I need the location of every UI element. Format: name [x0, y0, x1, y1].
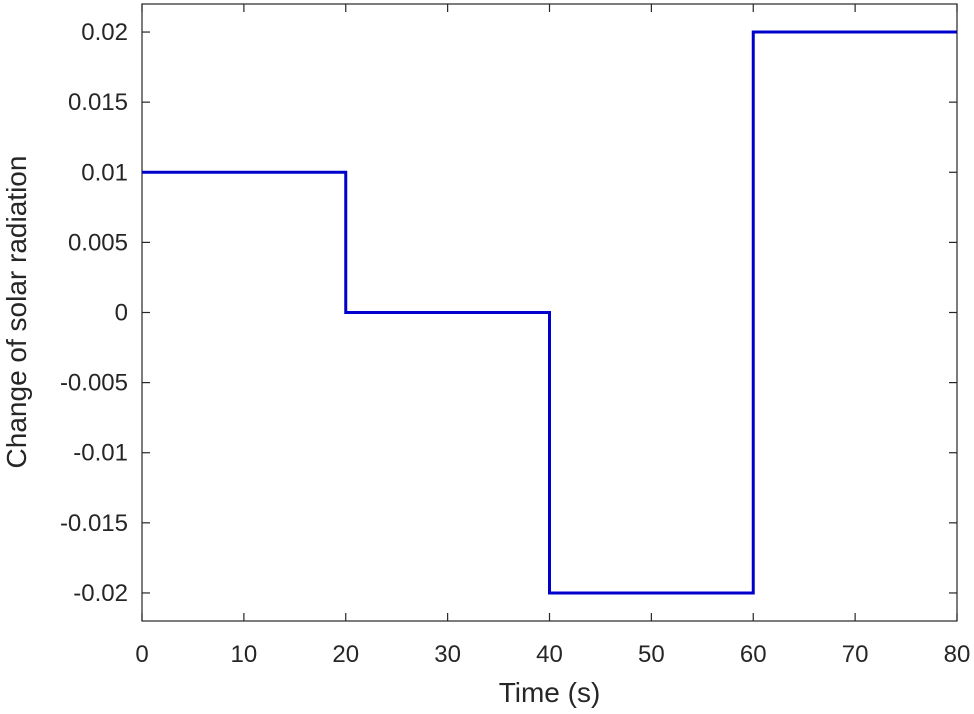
y-tick-label: 0.02 [81, 19, 128, 46]
x-tick-label: 70 [842, 641, 869, 668]
x-tick-label: 10 [231, 641, 258, 668]
y-tick-label: -0.01 [73, 440, 128, 467]
y-tick-label: 0.005 [68, 229, 128, 256]
y-tick-label: 0.01 [81, 159, 128, 186]
x-tick-label: 40 [536, 641, 563, 668]
x-tick-label: 20 [332, 641, 359, 668]
y-tick-label: -0.015 [60, 510, 128, 537]
x-tick-label: 80 [944, 641, 971, 668]
x-tick-label: 30 [434, 641, 461, 668]
x-axis-ticks: 0 10 20 30 40 50 60 70 80 [135, 4, 970, 668]
series-layer [142, 30, 957, 595]
y-tick-label: -0.005 [60, 370, 128, 397]
y-tick-label: 0.015 [68, 89, 128, 116]
y-tick-label: 0 [115, 300, 128, 327]
x-tick-label: 60 [740, 641, 767, 668]
x-tick-label: 0 [135, 641, 148, 668]
y-axis-ticks: 0.02 0.015 0.01 0.005 0 -0.005 -0.01 -0.015 -0.0… [60, 19, 957, 607]
y-tick-label: -0.02 [73, 580, 128, 607]
series-line [142, 30, 957, 595]
x-axis-title: Time (s) [499, 677, 601, 708]
y-axis-title: Change of solar radiation [1, 156, 32, 469]
x-tick-label: 50 [638, 641, 665, 668]
